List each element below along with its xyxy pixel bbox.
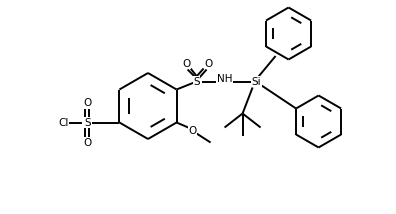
Text: Cl: Cl	[58, 117, 69, 128]
Text: NH: NH	[217, 73, 232, 83]
Text: O: O	[204, 58, 213, 68]
Text: O: O	[183, 58, 191, 68]
Text: S: S	[193, 76, 200, 86]
Text: Si: Si	[252, 76, 261, 86]
Text: O: O	[83, 138, 91, 147]
Text: O: O	[83, 98, 91, 107]
Text: S: S	[84, 117, 91, 128]
Text: O: O	[188, 125, 197, 135]
